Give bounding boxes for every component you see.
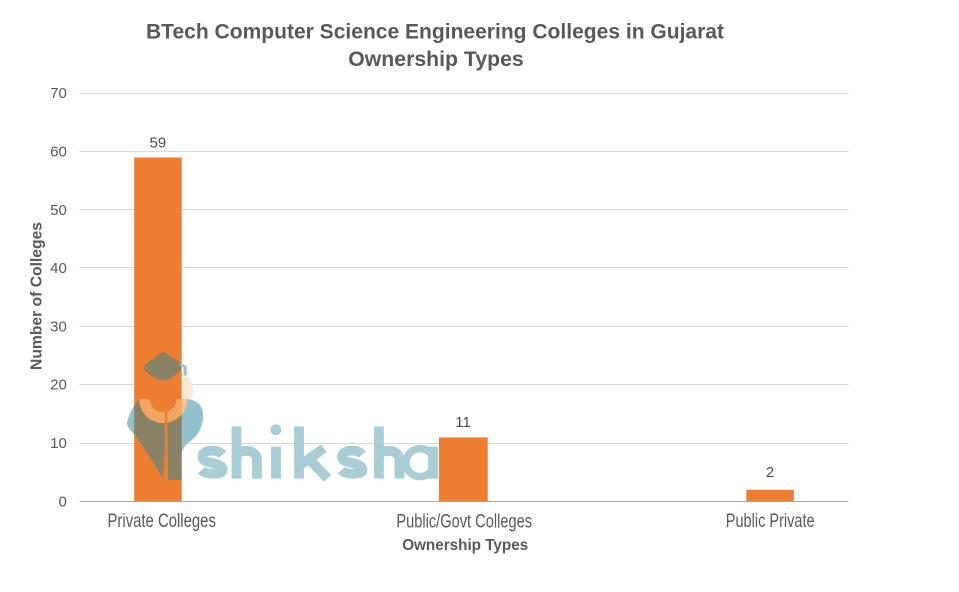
svg-text:10: 10 (50, 435, 67, 452)
svg-text:20: 20 (50, 377, 67, 394)
svg-text:0: 0 (58, 493, 66, 510)
svg-text:40: 40 (50, 260, 67, 277)
svg-text:11: 11 (455, 414, 471, 431)
svg-text:Ownership Types: Ownership Types (402, 537, 528, 554)
svg-text:Private Colleges: Private Colleges (108, 511, 216, 532)
svg-text:Public Private: Public Private (726, 511, 815, 532)
svg-text:Public/Govt Colleges: Public/Govt Colleges (396, 512, 532, 533)
svg-text:2: 2 (766, 464, 774, 481)
svg-text:60: 60 (50, 144, 67, 161)
svg-text:Number of Colleges: Number of Colleges (29, 222, 46, 370)
svg-text:50: 50 (50, 202, 67, 219)
svg-text:BTech Computer Science Enginee: BTech Computer Science Engineering Colle… (146, 21, 724, 44)
svg-text:30: 30 (50, 318, 67, 335)
svg-text:Ownership Types: Ownership Types (348, 48, 524, 71)
svg-text:70: 70 (50, 85, 67, 102)
svg-text:59: 59 (150, 135, 167, 152)
